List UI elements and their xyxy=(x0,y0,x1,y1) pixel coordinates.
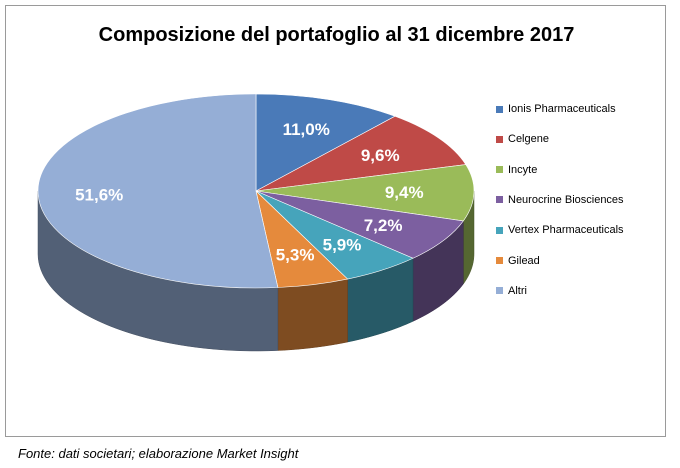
data-label-celgene: 9,6% xyxy=(361,146,400,165)
legend-item-altri: Altri xyxy=(496,283,527,299)
data-label-ionis-pharmaceuticals: 11,0% xyxy=(283,120,330,139)
legend-swatch xyxy=(496,226,503,234)
legend-swatch xyxy=(496,135,503,143)
pie-slice-neurocrine-biosciences xyxy=(255,190,464,259)
data-label-incyte: 9,4% xyxy=(385,183,424,202)
legend-swatch xyxy=(496,196,503,204)
data-label-vertex-pharmaceuticals: 5,9% xyxy=(323,236,362,255)
pie-slice-altri xyxy=(37,93,279,289)
legend-swatch xyxy=(496,287,503,295)
data-label-gilead: 5,3% xyxy=(276,246,315,265)
legend-item-gilead: Gilead xyxy=(496,253,540,269)
legend-item-celgene: Celgene xyxy=(496,131,549,147)
pie-slice-ionis-pharmaceuticals xyxy=(255,93,396,192)
legend-label: Incyte xyxy=(508,163,538,176)
pie-chart: 11,0% 9,6% 9,4% 7,2%5,9% 5,3% 51,6% xyxy=(37,93,475,352)
legend-swatch xyxy=(496,257,503,264)
legend-item-vertex-pharmaceuticals: Vertex Pharmaceuticals xyxy=(496,222,624,238)
legend-label: Celgene xyxy=(508,133,549,146)
chart-area: Composizione del portafoglio al 31 dicem… xyxy=(5,5,666,437)
data-label-altri: 51,6% xyxy=(75,186,123,205)
legend-item-ionis-pharmaceuticals: Ionis Pharmaceuticals xyxy=(496,101,616,117)
legend-label: Altri xyxy=(508,284,527,297)
chart-title: Composizione del portafoglio al 31 dicem… xyxy=(98,24,575,46)
data-label-neurocrine-biosciences: 7,2% xyxy=(364,216,403,235)
pie-slice-celgene xyxy=(255,115,467,192)
pie-slice-incyte xyxy=(255,164,475,222)
legend-label: Gilead xyxy=(508,254,540,267)
legend-label: Vertex Pharmaceuticals xyxy=(508,224,624,237)
legend-item-incyte: Incyte xyxy=(496,162,537,178)
legend-swatch xyxy=(496,105,503,113)
legend-swatch xyxy=(496,166,503,174)
legend-item-neurocrine-biosciences: Neurocrine Biosciences xyxy=(496,192,624,208)
source-note: Fonte: dati societari; elaborazione Mark… xyxy=(18,446,299,461)
legend-label: Ionis Pharmaceuticals xyxy=(508,103,616,115)
legend-label: Neurocrine Biosciences xyxy=(508,193,624,206)
pie-slice-side-gilead xyxy=(277,278,348,351)
